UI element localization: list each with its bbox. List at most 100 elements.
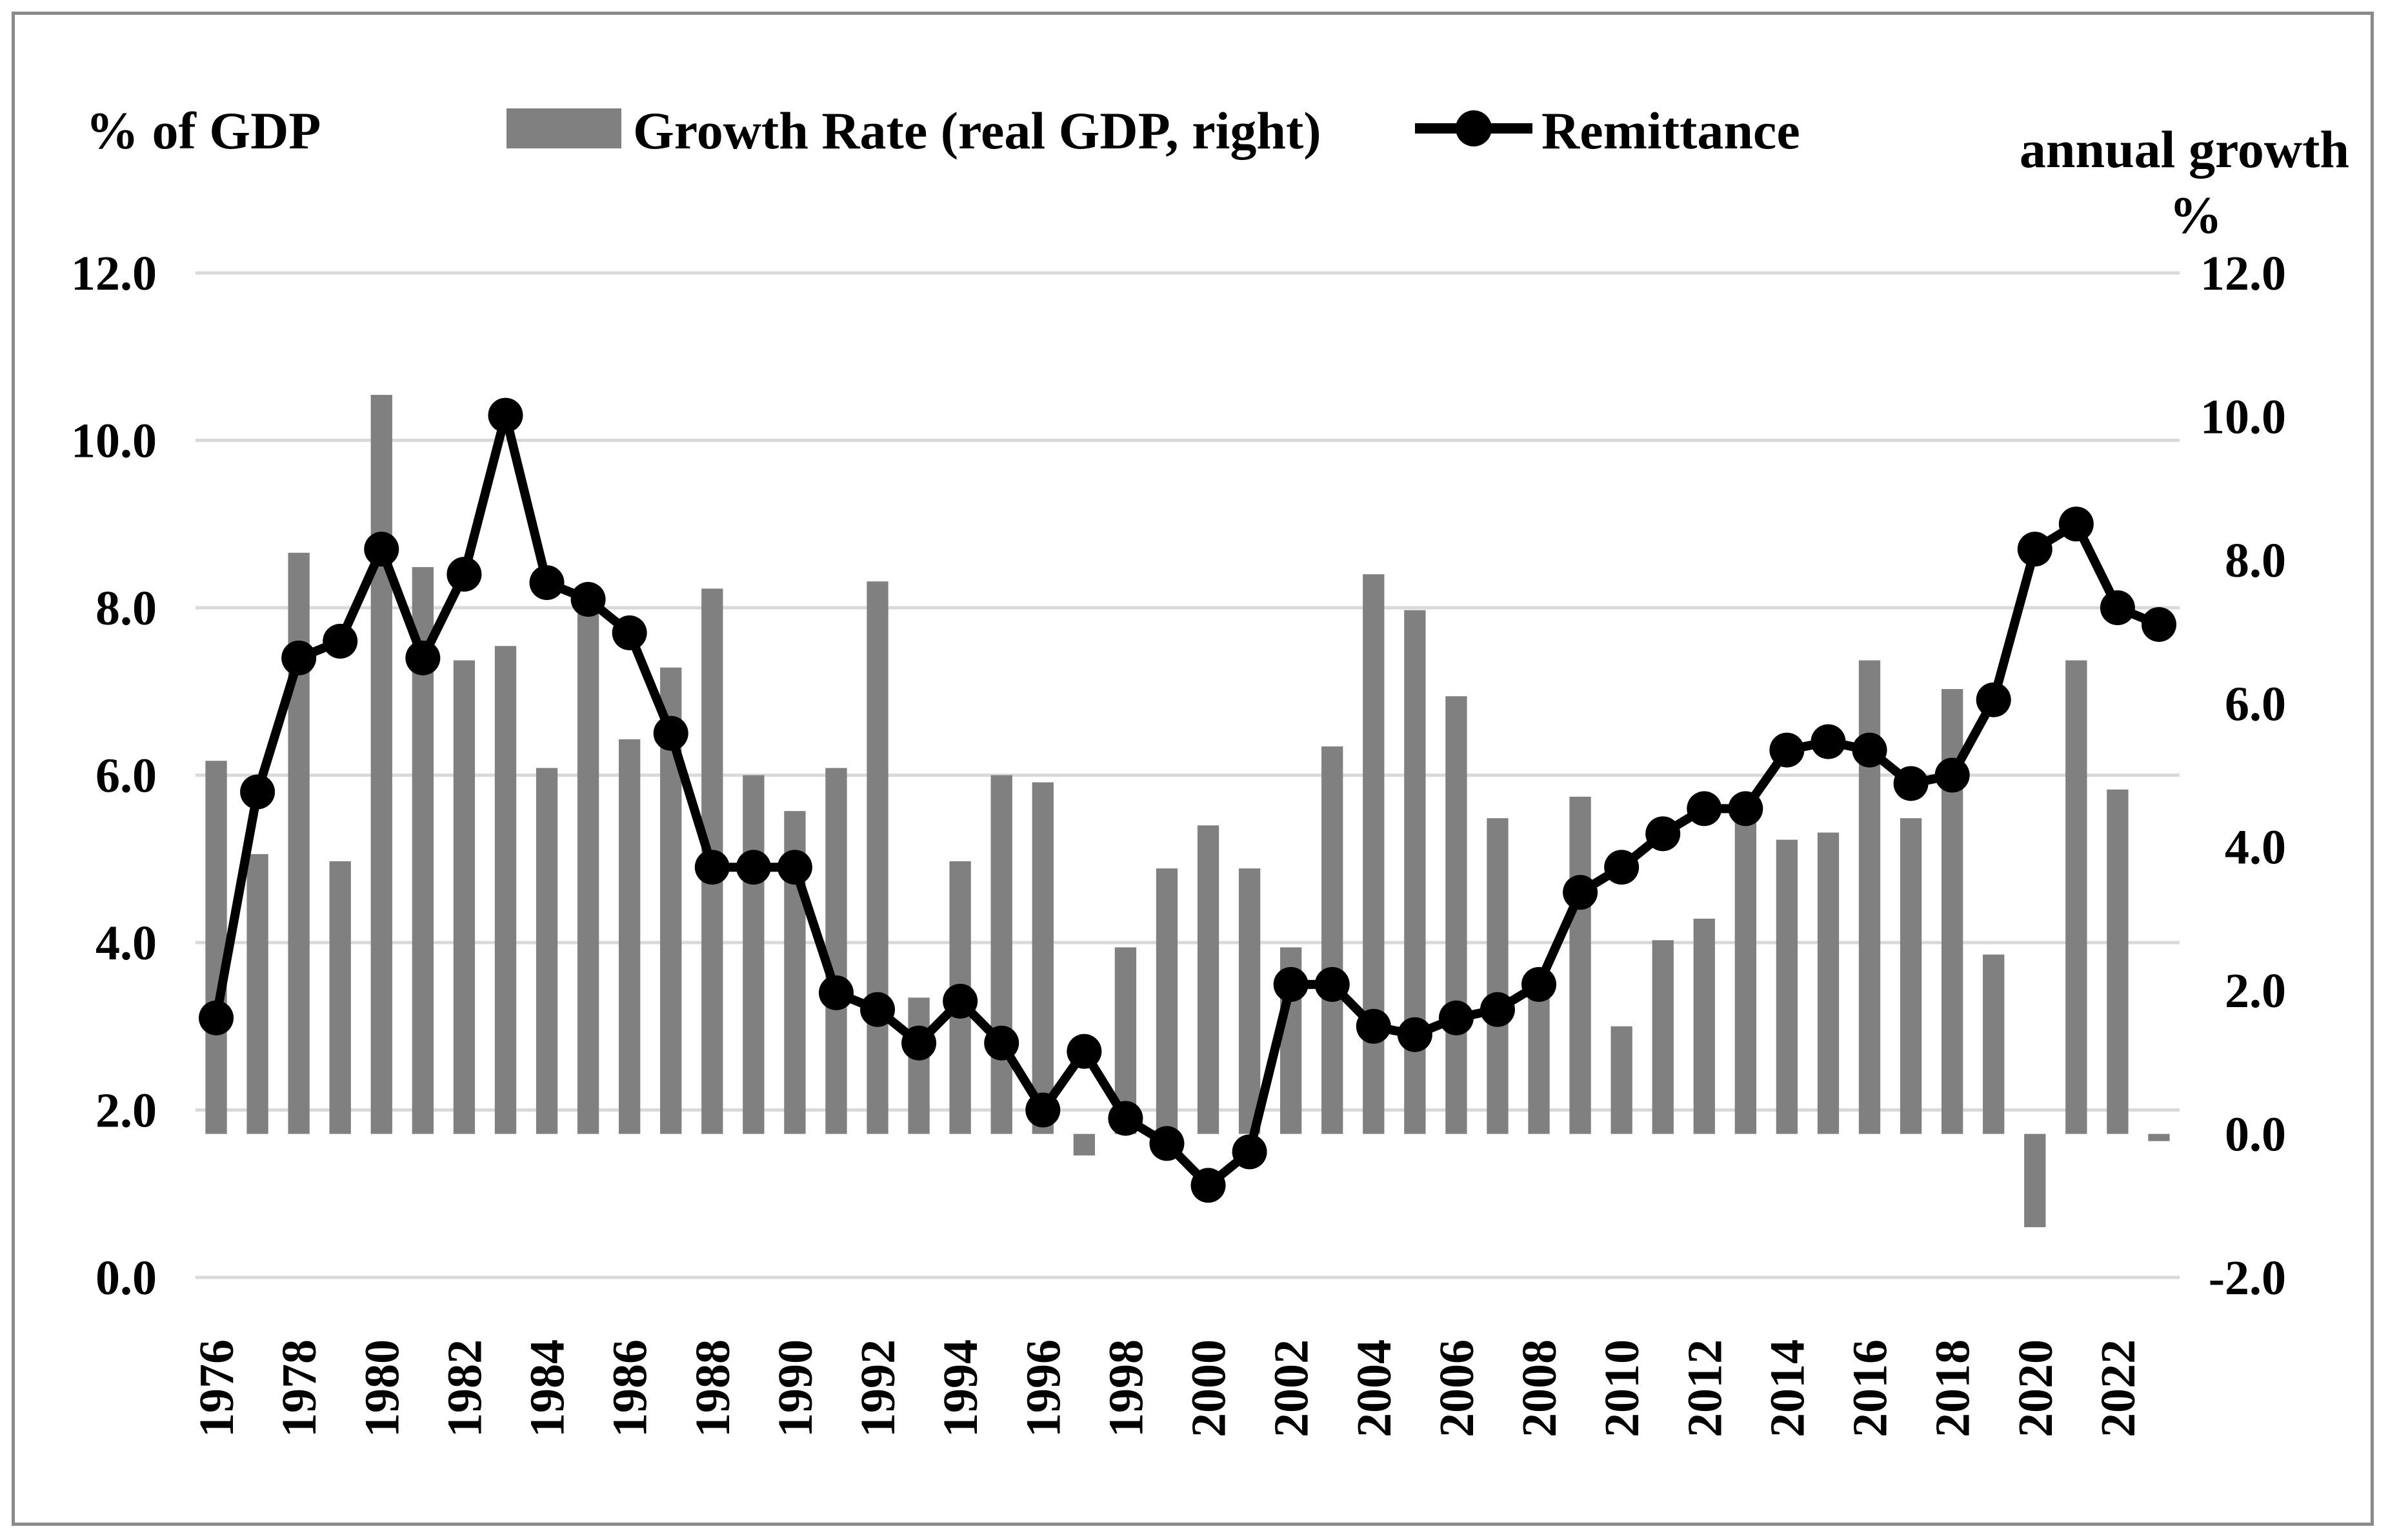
legend: Growth Rate (real GDP, right) Remittance [507,101,1800,160]
remittance-point [1356,1008,1391,1044]
x-tick-label: 1976 [190,1339,244,1437]
growth-bars [205,395,2170,1228]
x-tick-label: 1992 [851,1339,905,1437]
growth-bar [1156,868,1178,1134]
growth-bar [1528,990,1550,1134]
remittance-point [1604,850,1640,885]
remittance-point [2141,606,2176,642]
remittance-point [1852,732,1887,768]
left-tick-label: 0.0 [95,1251,157,1305]
x-tick-label: 1990 [768,1339,823,1437]
remittance-point [984,1025,1019,1061]
remittance-point [1687,791,1722,826]
x-tick-label: 1980 [355,1339,409,1437]
x-tick-label: 1988 [686,1339,740,1437]
x-tick-label: 2014 [1760,1339,1814,1437]
remittance-point [323,623,358,659]
remittance-point [240,774,276,810]
remittance-line [199,397,2176,1203]
growth-bar [1817,832,1840,1134]
x-tick-label: 2000 [1182,1339,1236,1437]
remittance-point [405,640,441,675]
growth-bar [329,861,351,1134]
x-tick-label: 1986 [603,1339,657,1437]
growth-bar [1900,818,1922,1134]
right-tick-label: 8.0 [2225,534,2286,588]
remittance-point [943,983,978,1019]
remittance-point [1934,757,1970,793]
remittance-point [1067,1034,1102,1069]
remittance-point [901,1025,937,1061]
growth-bar [1693,918,1715,1134]
growth-bar [577,603,599,1134]
right-tick-label: 4.0 [2225,821,2286,875]
growth-bar [1197,825,1219,1134]
growth-bar [1858,660,1881,1134]
remittance-point [1190,1168,1226,1203]
right-tick-label: 6.0 [2225,677,2286,731]
growth-bar [1032,782,1054,1134]
x-tick-label: 1984 [521,1339,575,1437]
growth-bar [1321,746,1343,1134]
remittance-point [1563,875,1598,910]
x-tick-label: 2012 [1678,1339,1732,1437]
remittance-point [364,532,399,567]
growth-bar [1404,610,1426,1134]
x-tick-label: 2006 [1430,1339,1484,1437]
legend-bar-swatch [507,108,621,148]
x-tick-label: 2008 [1512,1339,1567,1437]
growth-bar [2148,1134,2170,1141]
x-tick-label: 2022 [2091,1339,2145,1437]
right-tick-label: 12.0 [2200,246,2286,301]
growth-bar [1073,1134,1095,1155]
remittance-point [1025,1092,1061,1128]
growth-bar [2024,1134,2046,1228]
growth-bar [1363,574,1385,1134]
remittance-point [1438,1000,1474,1035]
remittance-point [2058,506,2094,542]
left-tick-label: 12.0 [71,246,157,301]
x-tick-label: 2018 [1926,1339,1980,1437]
combo-chart: 0.0 2.0 4.0 6.0 8.0 10.0 12.0 -2.0 0.0 2.0 4.0 6.0 8… [71,101,2349,1437]
axis-ticks: 0.0 2.0 4.0 6.0 8.0 10.0 12.0 -2.0 0.0 2.0 4.0 6.0 8… [71,246,2286,1437]
x-tick-label: 1982 [437,1339,492,1437]
remittance-point [694,850,730,885]
remittance-point [612,615,647,650]
left-tick-label: 10.0 [71,414,157,468]
growth-bar [743,775,765,1134]
remittance-point [1273,966,1309,1002]
left-tick-label: 4.0 [95,916,157,970]
remittance-point [1521,966,1557,1002]
left-axis-title: % of GDP [86,101,321,160]
x-tick-label: 2002 [1265,1339,1319,1437]
growth-bar [1238,868,1261,1134]
remittance-point [1811,724,1846,759]
remittance-point [736,850,771,885]
remittance-point [1893,766,1929,801]
remittance-point [488,397,523,433]
right-axis-title-line1: annual growth [2020,120,2349,179]
gridlines [196,271,2180,1279]
remittance-point [1149,1126,1185,1161]
left-tick-label: 6.0 [95,749,157,803]
growth-bar [1776,839,1798,1134]
growth-bar [2107,789,2129,1134]
right-tick-label: 10.0 [2200,390,2286,444]
growth-bar [1610,1026,1632,1134]
remittance-point [777,850,812,885]
growth-bar [288,552,310,1134]
remittance-point [1397,1017,1432,1052]
remittance-point [818,975,854,1010]
remittance-point [1480,992,1515,1027]
x-tick-label: 1978 [272,1339,326,1437]
right-axis-title-line2: % [2169,186,2222,245]
legend-bar-label: Growth Rate (real GDP, right) [633,101,1321,160]
growth-bar [1445,696,1467,1134]
growth-bar [867,581,888,1134]
remittance-point [1645,816,1681,852]
remittance-point [446,557,482,592]
remittance-point [1976,682,2011,717]
right-tick-label: -2.0 [2209,1251,2286,1305]
remittance-point [2017,532,2052,567]
growth-bar [494,646,517,1134]
